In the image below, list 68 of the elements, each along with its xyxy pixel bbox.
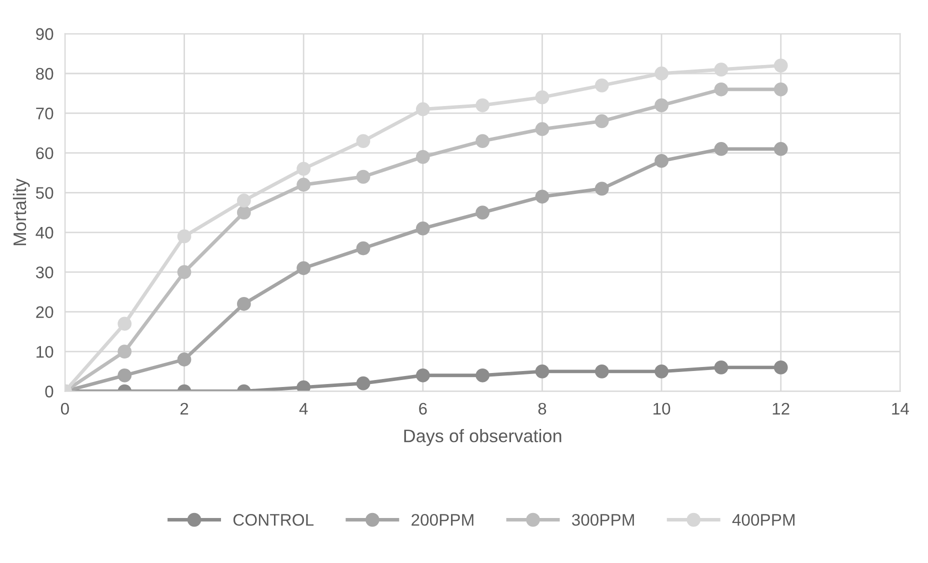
point [774,58,788,73]
legend-label: CONTROL [233,514,314,526]
point [594,182,609,196]
point [296,162,311,176]
x-tick-label: 12 [772,402,790,414]
point [356,170,370,184]
y-tick-label: 20 [36,306,54,318]
point [118,344,132,359]
legend-label: 200PPM [412,514,474,526]
point [296,261,311,276]
point [236,194,251,208]
point [476,134,490,148]
point [774,142,788,156]
legend-label: 300PPM [572,514,634,526]
y-axis-title: Mortality [12,178,30,246]
point [177,352,192,366]
point [594,78,609,92]
x-tick-label: 8 [538,402,546,415]
y-tick-label: 70 [36,108,54,120]
y-tick-label: 0 [45,386,54,398]
point [416,150,430,164]
y-tick-label: 90 [36,28,54,40]
point [416,368,430,382]
y-tick-label: 40 [36,226,54,239]
point [356,241,370,256]
legend-label: 400PPM [732,514,794,526]
point [356,376,370,390]
x-tick-label: 0 [60,402,69,415]
point [476,368,490,382]
y-tick-label: 10 [36,346,54,358]
point [476,98,490,112]
point [236,206,251,220]
x-tick-label: 6 [419,402,427,415]
y-tick-label: 30 [36,266,54,278]
point [356,134,370,148]
point [654,154,668,168]
y-tick-label: 50 [36,187,54,199]
point [654,98,668,112]
point [416,102,430,116]
point [535,190,550,204]
point [654,364,668,378]
point [535,90,550,104]
y-tick-label: 80 [36,68,54,80]
point [594,114,609,128]
point [177,229,192,244]
y-tick-label: 60 [36,147,54,160]
point [177,265,192,280]
point [714,62,728,76]
point [714,142,728,156]
x-tick-label: 2 [180,402,188,414]
point [714,360,728,374]
x-tick-label: 4 [299,403,308,414]
x-tick-label: 14 [892,403,909,414]
point [535,364,550,378]
point [236,296,251,311]
point [296,178,311,192]
point [714,82,728,96]
point [535,122,550,136]
point [476,206,490,220]
x-tick-label: 10 [654,402,670,415]
point [774,360,788,374]
point [416,221,430,236]
point [654,66,668,80]
point [118,316,132,331]
point [118,368,132,382]
point [774,82,788,96]
point [594,364,609,378]
x-axis-title: Days of observation [404,429,562,446]
